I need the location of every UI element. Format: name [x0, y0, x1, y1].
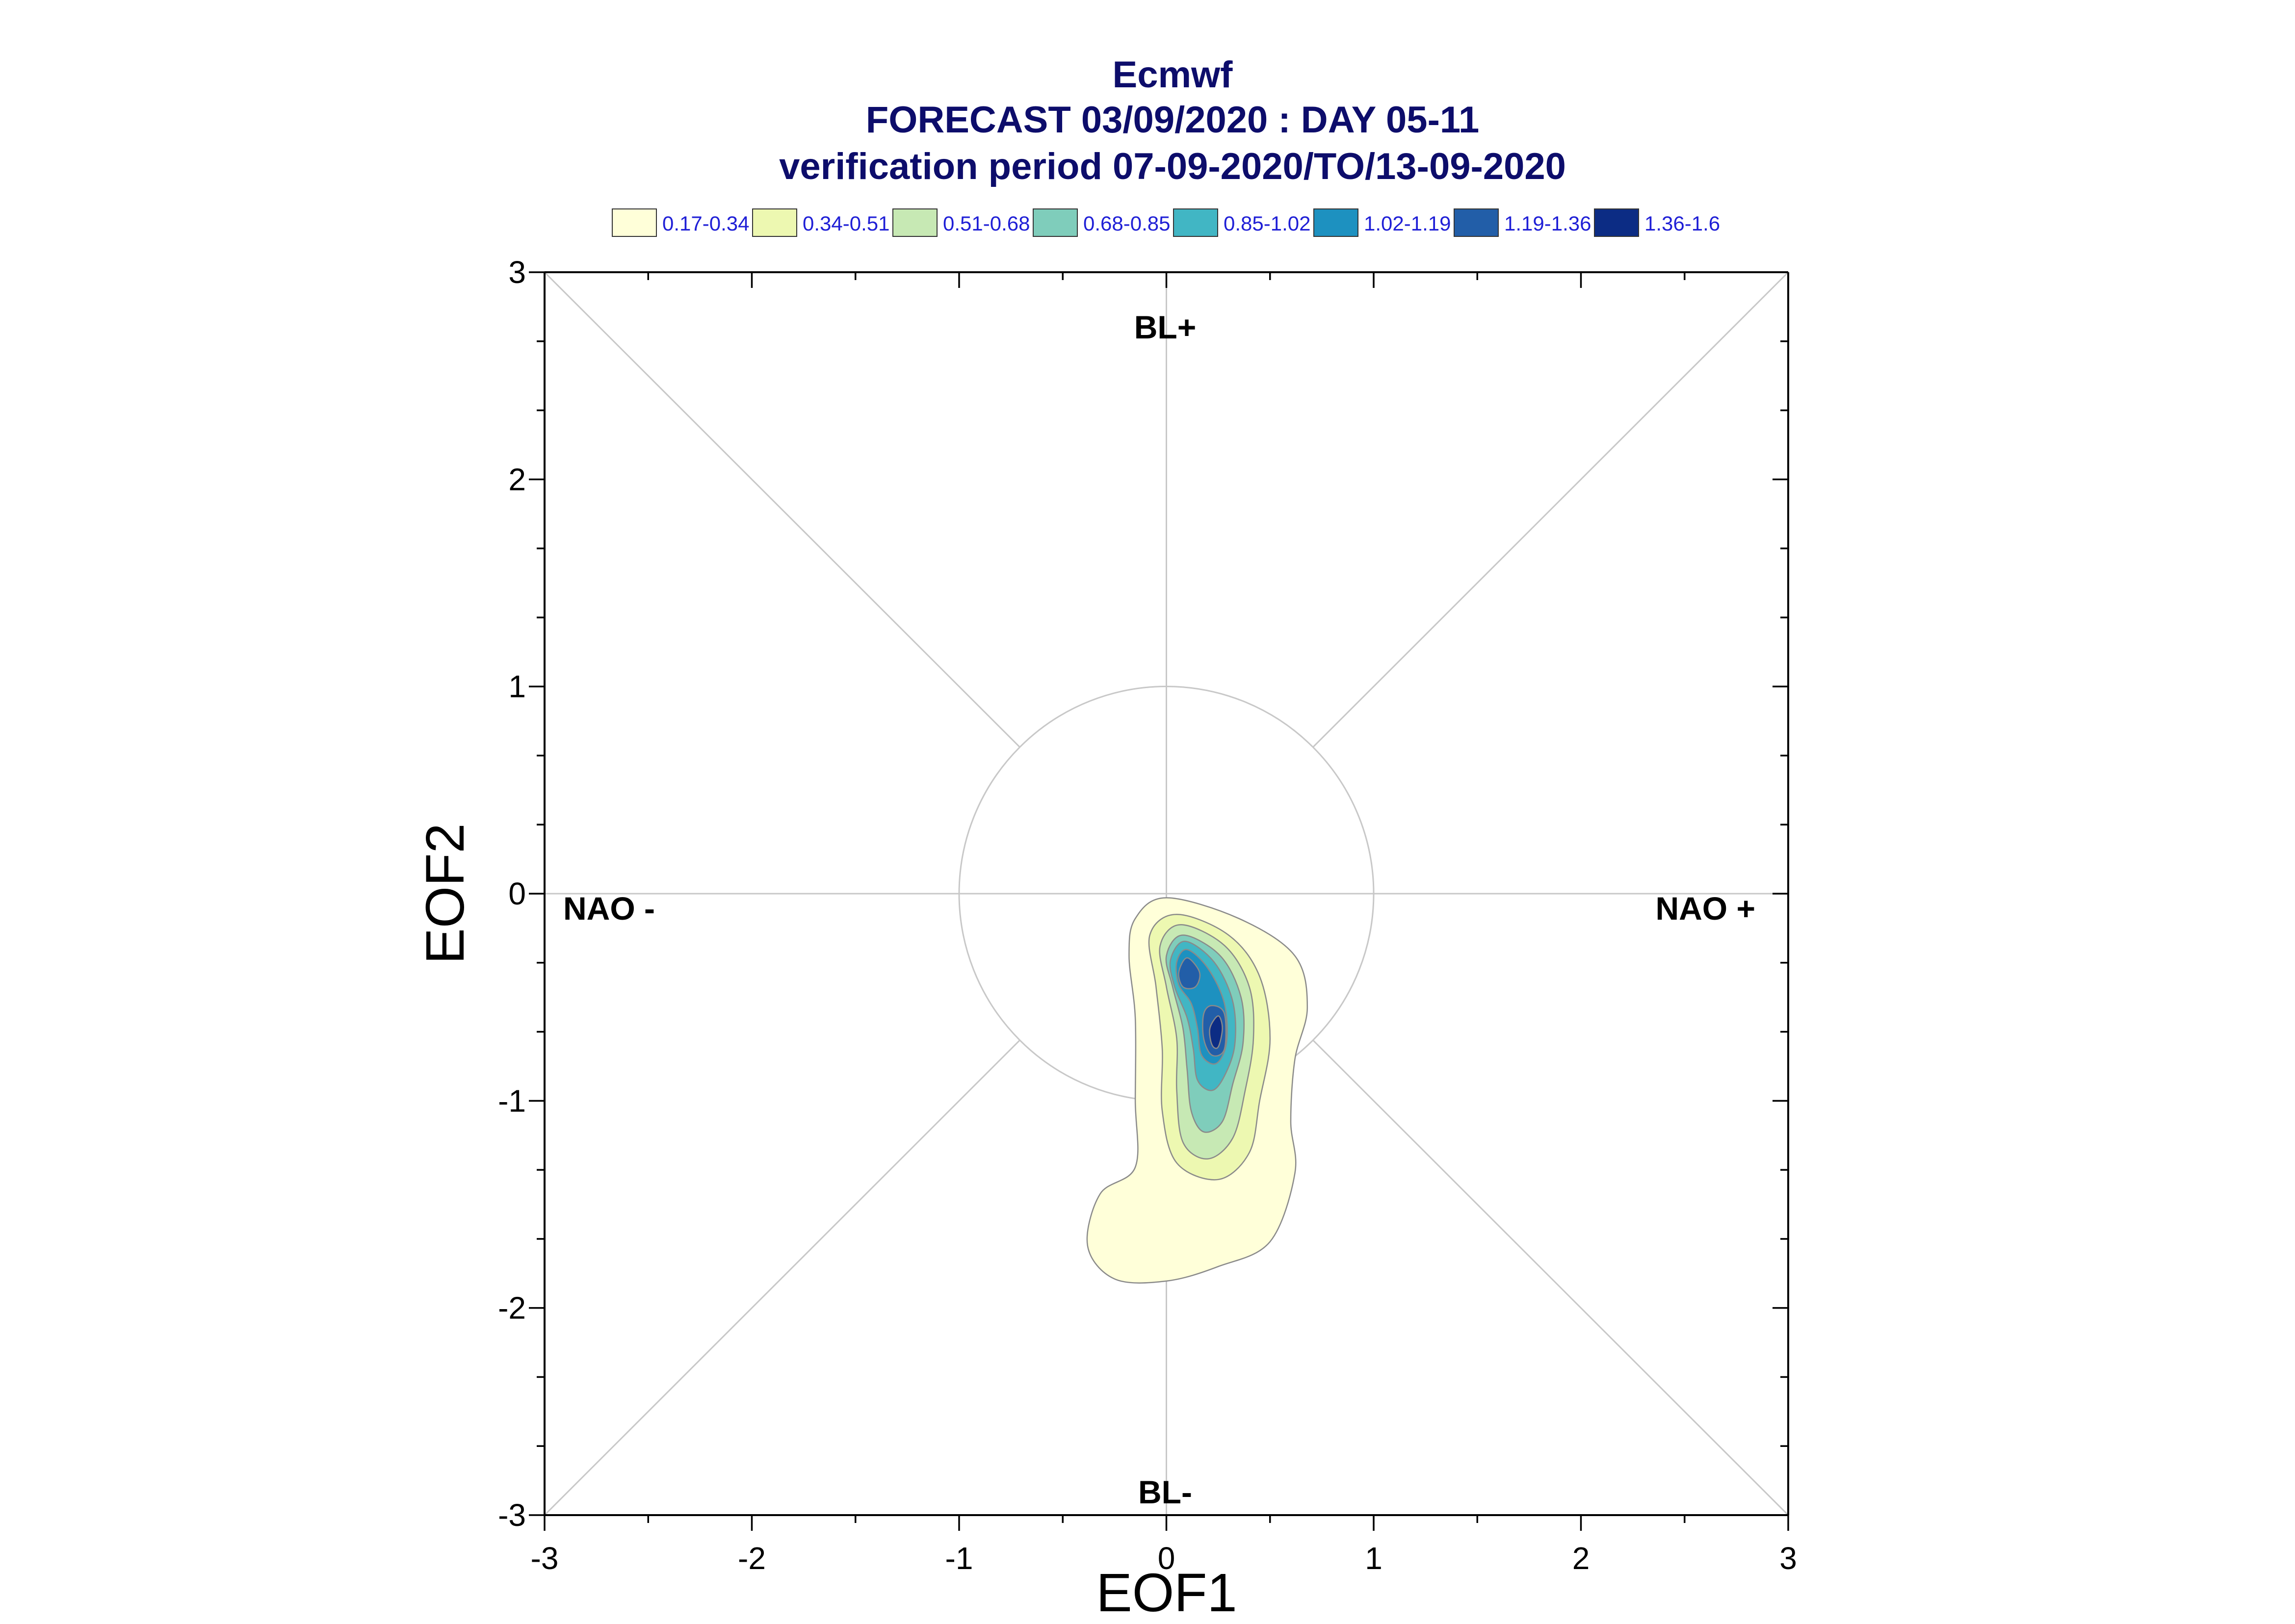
legend-label: 1.36-1.6	[1644, 212, 1720, 235]
legend-swatch	[612, 208, 657, 237]
regime-label-top: BL+	[1134, 309, 1197, 345]
x-tick-label: -2	[738, 1541, 766, 1576]
x-tick-label: -3	[531, 1541, 559, 1576]
legend-label: 0.17-0.34	[662, 212, 749, 235]
y-tick-label: -3	[498, 1497, 526, 1533]
legend-swatch	[1173, 208, 1218, 237]
regime-label-right: NAO +	[1655, 890, 1755, 927]
diagonal-line	[1312, 1039, 1789, 1516]
diagonal-line	[1312, 271, 1789, 748]
legend-label: 1.19-1.36	[1504, 212, 1591, 235]
x-tick-label: 2	[1572, 1541, 1590, 1576]
diagonal-line	[544, 271, 1020, 748]
legend-swatch	[1594, 208, 1639, 237]
legend-swatch	[892, 208, 938, 237]
chart-subtitle-period: verification period 07-09-2020/TO/13-09-…	[779, 146, 1566, 187]
density-contour-level-6	[1178, 957, 1201, 989]
density-contours	[1086, 897, 1308, 1284]
y-tick-label: 1	[508, 669, 526, 704]
legend-label: 0.85-1.02	[1224, 212, 1310, 235]
x-tick-label: -1	[945, 1541, 973, 1576]
density-contour-level-7	[1209, 1015, 1223, 1049]
x-tick-label: 1	[1365, 1541, 1382, 1576]
x-axis-title: EOF1	[1096, 1563, 1237, 1623]
legend: 0.17-0.34 0.34-0.51 0.51-0.68 0.68-0.85 0.85…	[612, 208, 1720, 237]
legend-label: 0.51-0.68	[943, 212, 1030, 235]
x-tick-label: 0	[1158, 1541, 1175, 1576]
y-tick-label: 2	[508, 462, 526, 497]
legend-swatch	[1313, 208, 1358, 237]
diagonal-line	[544, 1039, 1020, 1516]
plot-area: -3 -2 -1 0 1 2 3 3 2 1 0 -1 -2 -3	[498, 255, 1797, 1576]
y-tick-label: 0	[508, 876, 526, 911]
legend-label: 0.68-0.85	[1083, 212, 1170, 235]
regime-label-bottom: BL-	[1138, 1474, 1192, 1510]
axis-ticks: -3 -2 -1 0 1 2 3 3 2 1 0 -1 -2 -3	[498, 255, 1797, 1576]
chart-title: Ecmwf	[1113, 54, 1233, 96]
legend-swatch	[1454, 208, 1499, 237]
x-tick-label: 3	[1779, 1541, 1797, 1576]
guide-lines	[544, 271, 1789, 1516]
y-tick-label: -2	[498, 1290, 526, 1326]
legend-swatch	[1033, 208, 1078, 237]
y-tick-label: 3	[508, 255, 526, 290]
legend-label: 1.02-1.19	[1364, 212, 1451, 235]
legend-swatch	[752, 208, 797, 237]
legend-label: 0.34-0.51	[803, 212, 889, 235]
y-axis-title: EOF2	[415, 823, 475, 964]
regime-label-left: NAO -	[563, 890, 655, 927]
chart-subtitle: FORECAST 03/09/2020 : DAY 05-11	[866, 99, 1479, 141]
y-tick-label: -1	[498, 1083, 526, 1118]
